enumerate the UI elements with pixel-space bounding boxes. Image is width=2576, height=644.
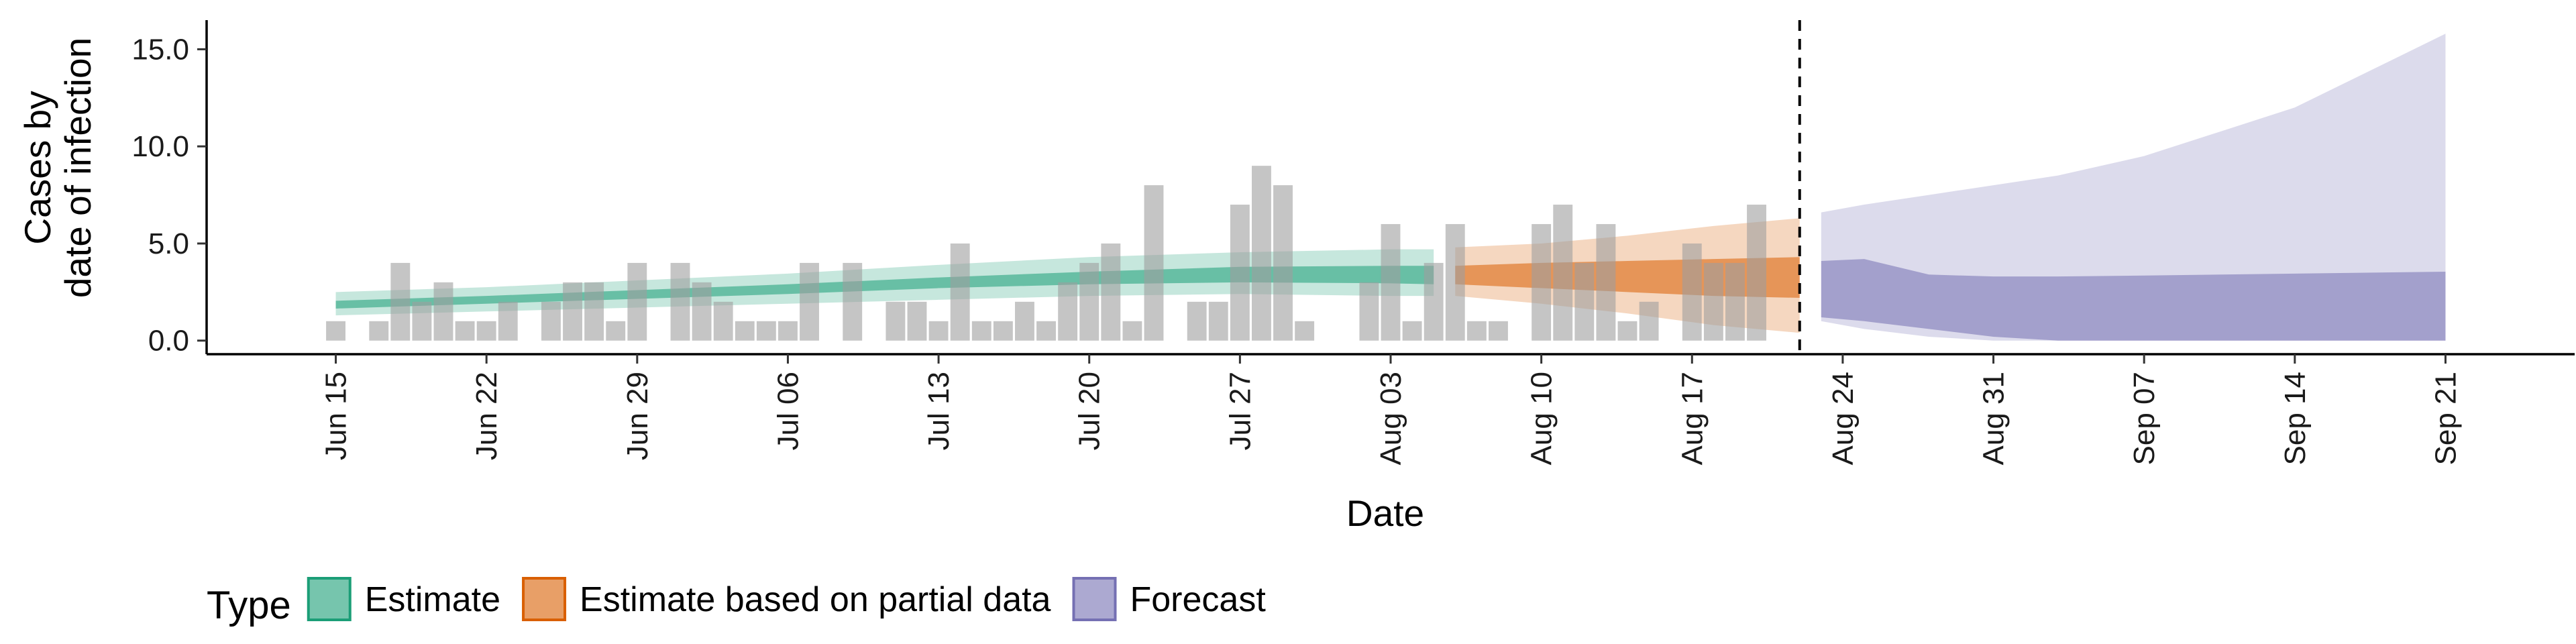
reported-case-bar bbox=[1187, 301, 1207, 341]
reported-case-bar bbox=[1230, 205, 1250, 341]
reported-case-bar bbox=[1101, 243, 1121, 341]
estimate-legend-swatch bbox=[307, 577, 352, 621]
reported-case-bar bbox=[563, 282, 582, 341]
reported-case-bar bbox=[971, 321, 991, 341]
reported-cases-bars bbox=[326, 166, 1766, 341]
reported-case-bar bbox=[756, 321, 776, 341]
reported-case-bar bbox=[1703, 262, 1723, 341]
reported-case-bar bbox=[498, 301, 518, 341]
forecast-legend-label: Forecast bbox=[1130, 580, 1266, 619]
y-tick-label: 0.0 bbox=[148, 325, 189, 358]
x-tick-label: Jun 15 bbox=[320, 372, 353, 460]
reported-case-bar bbox=[1424, 262, 1444, 341]
x-tick-label: Jul 13 bbox=[922, 372, 955, 450]
reported-case-bar bbox=[907, 301, 927, 341]
estimate-based-on-partial-data-legend-label: Estimate based on partial data bbox=[580, 580, 1051, 619]
reported-case-bar bbox=[778, 321, 798, 341]
estimate-based-on-partial-data-legend-swatch bbox=[522, 577, 567, 621]
y-tick-label: 15.0 bbox=[131, 33, 189, 66]
reported-case-bar bbox=[1295, 321, 1315, 341]
y-tick-label: 5.0 bbox=[148, 227, 189, 260]
reported-case-bar bbox=[1532, 224, 1552, 341]
y-tick-label: 10.0 bbox=[131, 130, 189, 163]
x-tick-label: Jul 06 bbox=[771, 372, 804, 450]
reported-case-bar bbox=[1466, 321, 1487, 341]
reported-case-bar bbox=[455, 321, 475, 341]
reported-case-bar bbox=[606, 321, 626, 341]
reported-case-bar bbox=[1036, 321, 1056, 341]
x-tick-label: Jun 22 bbox=[470, 372, 503, 460]
legend: Type Estimate Estimate based on partial d… bbox=[207, 577, 1266, 627]
reported-case-bar bbox=[1682, 243, 1702, 341]
x-tick-label: Aug 24 bbox=[1827, 372, 1860, 465]
reported-case-bar bbox=[670, 262, 690, 341]
reported-case-bar bbox=[843, 262, 863, 341]
reported-case-bar bbox=[1273, 185, 1293, 341]
reported-case-bar bbox=[390, 262, 411, 341]
reported-case-bar bbox=[692, 282, 712, 341]
reported-case-bar bbox=[1144, 185, 1164, 341]
forecast-band-90 bbox=[1821, 34, 2446, 341]
reported-case-bar bbox=[541, 301, 561, 341]
y-axis-title-line1: Cases by bbox=[17, 91, 58, 245]
reported-case-bar bbox=[326, 321, 345, 341]
x-tick-label: Jul 20 bbox=[1073, 372, 1106, 450]
reported-case-bar bbox=[928, 321, 949, 341]
reported-case-bar bbox=[713, 301, 733, 341]
reported-case-bar bbox=[1208, 301, 1228, 341]
reported-case-bar bbox=[1639, 301, 1659, 341]
x-axis-title: Date bbox=[1346, 492, 1424, 534]
forecast-legend-swatch bbox=[1072, 577, 1117, 621]
reported-case-bar bbox=[1747, 205, 1766, 341]
x-tick-label: Jun 29 bbox=[621, 372, 654, 460]
reported-case-bar bbox=[735, 321, 755, 341]
x-tick-label: Jul 27 bbox=[1224, 372, 1256, 450]
forecast-band-50 bbox=[1821, 259, 2446, 341]
reported-case-bar bbox=[1015, 301, 1034, 341]
x-tick-label: Sep 14 bbox=[2279, 372, 2312, 465]
reported-case-bar bbox=[412, 301, 432, 341]
reported-case-bar bbox=[627, 262, 647, 341]
reported-case-bar bbox=[1381, 224, 1401, 341]
reported-case-bar bbox=[1553, 205, 1573, 341]
reported-case-bar bbox=[476, 321, 496, 341]
reported-case-bar bbox=[1596, 224, 1616, 341]
x-tick-label: Sep 07 bbox=[2128, 372, 2161, 465]
reported-case-bar bbox=[433, 282, 453, 341]
reported-case-bar bbox=[1617, 321, 1638, 341]
reported-case-bar bbox=[1489, 321, 1508, 341]
reported-case-bar bbox=[885, 301, 906, 341]
x-tick-label: Aug 03 bbox=[1375, 372, 1407, 465]
reported-case-bar bbox=[584, 282, 604, 341]
x-tick-label: Aug 17 bbox=[1676, 372, 1709, 465]
reported-case-bar bbox=[1574, 262, 1595, 341]
reported-case-bar bbox=[950, 243, 970, 341]
reported-case-bar bbox=[800, 262, 819, 341]
x-tick-label: Aug 31 bbox=[1978, 372, 2010, 465]
reported-case-bar bbox=[1359, 282, 1379, 341]
reported-case-bar bbox=[1402, 321, 1422, 341]
x-tick-label: Sep 21 bbox=[2429, 372, 2462, 465]
reported-case-bar bbox=[1445, 224, 1465, 341]
legend-title: Type bbox=[207, 584, 291, 627]
reported-case-bar bbox=[1079, 262, 1099, 341]
reported-case-bar bbox=[1122, 321, 1142, 341]
estimate-legend-label: Estimate bbox=[365, 580, 500, 619]
reported-case-bar bbox=[993, 321, 1013, 341]
axis-ticks: 0.0 5.0 10.0 15.0 Jun 15 Jun 22 Jun 29 Jul 06 Ju… bbox=[131, 33, 2462, 465]
x-tick-label: Aug 10 bbox=[1525, 372, 1558, 465]
reported-case-bar bbox=[369, 321, 389, 341]
reported-case-bar bbox=[1725, 262, 1745, 341]
reported-case-bar bbox=[1252, 166, 1271, 341]
y-axis-title-line2: date of infection bbox=[57, 38, 99, 298]
reported-case-bar bbox=[1058, 282, 1078, 341]
